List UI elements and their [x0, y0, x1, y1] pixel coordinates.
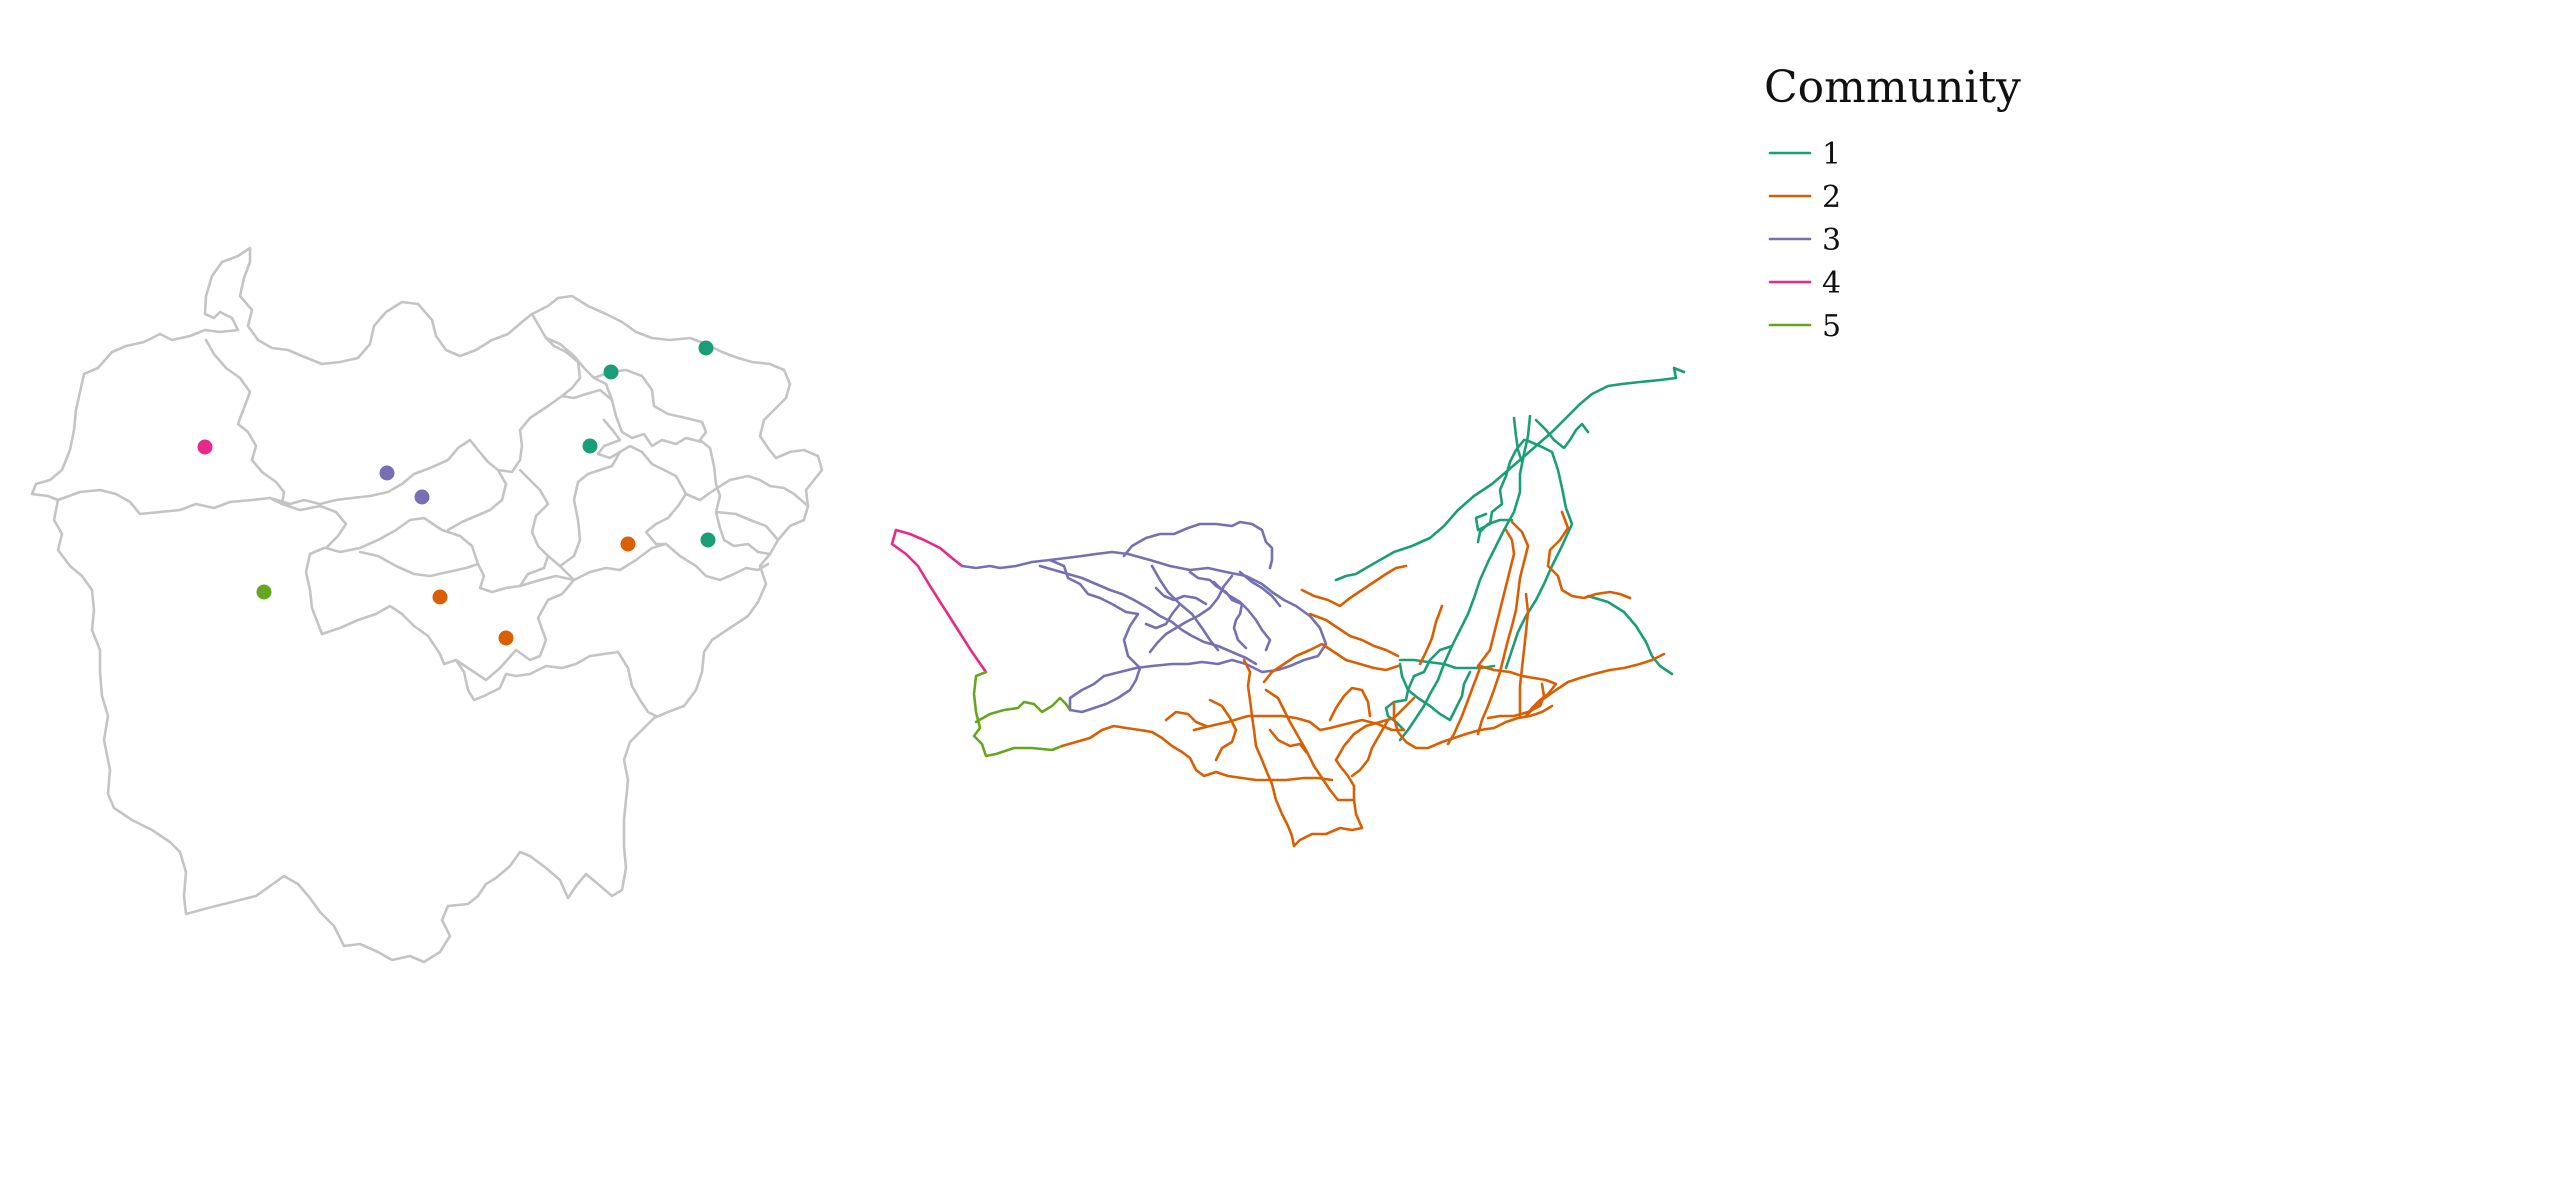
legend-label: 1	[1822, 137, 1841, 172]
centroid-dot	[582, 438, 598, 454]
route-line	[1398, 662, 1472, 722]
district-boundary	[684, 474, 810, 508]
district-boundary	[596, 418, 688, 546]
district-boundary	[592, 376, 704, 448]
centroid-dot	[498, 630, 514, 646]
route-line	[1478, 664, 1558, 718]
district-centroids	[197, 340, 716, 646]
community-4-routes	[890, 528, 988, 674]
centroid-dot	[197, 439, 213, 455]
district-boundary	[544, 336, 772, 556]
route-line	[890, 528, 988, 674]
route-line	[1268, 728, 1308, 754]
route-line	[1264, 688, 1354, 802]
route-line	[1546, 510, 1632, 600]
route-line	[960, 550, 1328, 714]
legend-label: 5	[1822, 309, 1841, 344]
route-line	[1262, 642, 1400, 684]
legend-label: 4	[1822, 266, 1841, 301]
route-line	[1300, 564, 1408, 608]
route-line	[1476, 528, 1516, 668]
centroid-dot	[432, 589, 448, 605]
route-line	[1122, 520, 1274, 570]
legend-label: 3	[1822, 223, 1841, 258]
route-line	[1384, 644, 1454, 732]
route-line	[1524, 652, 1666, 718]
legend-item-2: 2	[1768, 180, 1841, 215]
district-boundary	[546, 542, 770, 582]
district-boundary	[268, 312, 582, 506]
route-network	[890, 366, 1686, 848]
district-boundary	[280, 502, 480, 578]
community-5-routes	[972, 670, 1072, 758]
district-boundary	[714, 510, 780, 542]
district-boundary	[560, 388, 614, 402]
centroid-dot	[414, 489, 430, 505]
legend: Community 1 2 3 4 5	[1764, 62, 2021, 344]
route-line	[1504, 438, 1574, 670]
route-line	[1154, 586, 1208, 606]
route-line	[1418, 604, 1444, 666]
route-line	[1048, 558, 1142, 670]
route-line	[1144, 602, 1182, 630]
route-line	[1586, 594, 1674, 676]
route-line	[1212, 580, 1272, 652]
route-line	[1164, 710, 1208, 728]
district-boundary	[454, 650, 658, 718]
district-boundary	[56, 338, 286, 516]
route-line	[1238, 570, 1282, 608]
legend-label: 2	[1822, 180, 1841, 215]
route-line	[1476, 520, 1530, 736]
route-line	[1392, 700, 1554, 750]
route-line	[1208, 698, 1238, 762]
route-line	[1446, 666, 1482, 746]
legend-item-5: 5	[1768, 309, 1841, 344]
centroid-dot	[603, 364, 619, 380]
district-outer-boundary	[30, 246, 824, 964]
community-1-routes	[1334, 366, 1686, 742]
legend-item-1: 1	[1768, 137, 1841, 172]
route-line	[1474, 438, 1526, 532]
legend-item-4: 4	[1768, 266, 1841, 301]
community-2-routes	[1060, 510, 1666, 848]
district-map	[30, 246, 824, 964]
route-line	[1328, 686, 1372, 722]
route-line	[1486, 682, 1546, 720]
legend-title: Community	[1764, 62, 2021, 113]
district-boundary	[476, 468, 550, 594]
route-line	[1192, 714, 1406, 732]
district-boundary	[446, 468, 508, 532]
centroid-dot	[256, 584, 272, 600]
route-line	[1150, 564, 1220, 652]
district-boundary	[558, 450, 622, 568]
route-line	[1350, 718, 1390, 778]
route-line	[1512, 416, 1524, 464]
route-line	[1060, 724, 1334, 782]
route-line	[1334, 696, 1416, 762]
route-line	[1188, 570, 1248, 650]
route-line	[1476, 518, 1514, 544]
centroid-dot	[620, 536, 636, 552]
route-line	[1148, 574, 1234, 654]
route-line	[1242, 658, 1364, 848]
route-line	[1334, 366, 1686, 582]
route-line	[1518, 592, 1530, 718]
route-line	[1038, 564, 1258, 666]
district-boundary	[304, 546, 576, 682]
route-line	[974, 696, 1072, 724]
route-line	[1308, 612, 1400, 658]
centroid-dot	[698, 340, 714, 356]
legend-item-3: 3	[1768, 223, 1841, 258]
route-line	[1534, 418, 1590, 450]
route-line	[972, 670, 1064, 758]
centroid-dot	[379, 465, 395, 481]
community-3-routes	[960, 520, 1328, 714]
centroid-dot	[700, 532, 716, 548]
